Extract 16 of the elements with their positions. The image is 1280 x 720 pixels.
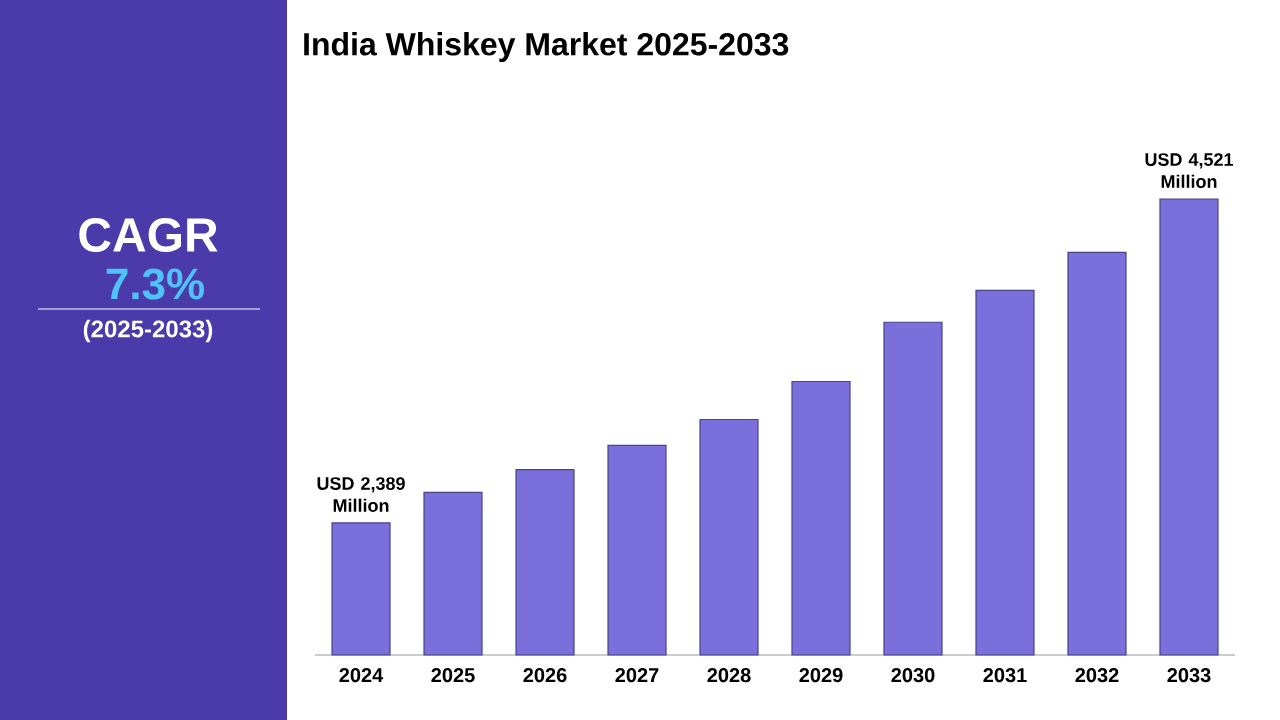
chart-title: India Whiskey Market 2025-2033	[304, 32, 789, 62]
x-tick-label: 2031	[983, 668, 1027, 683]
x-tick-label: 2033	[1167, 668, 1211, 683]
data-label: USD 2,389 Million	[317, 477, 405, 512]
x-tick-label: 2029	[799, 668, 843, 683]
x-tick-label: 2027	[615, 668, 659, 683]
x-tick-label: 2032	[1075, 668, 1119, 683]
data-label: USD 4,521 Million	[1145, 153, 1233, 188]
x-tick-label: 2026	[523, 668, 567, 683]
x-tick-label: 2028	[707, 668, 751, 683]
text: CAGR	[79, 218, 218, 252]
x-tick-label: 2024	[339, 668, 384, 683]
text: 7.3%	[106, 268, 204, 300]
text: (2025-2033)	[83, 319, 213, 343]
x-tick-label: 2025	[431, 668, 475, 683]
x-tick-label: 2030	[891, 668, 935, 683]
